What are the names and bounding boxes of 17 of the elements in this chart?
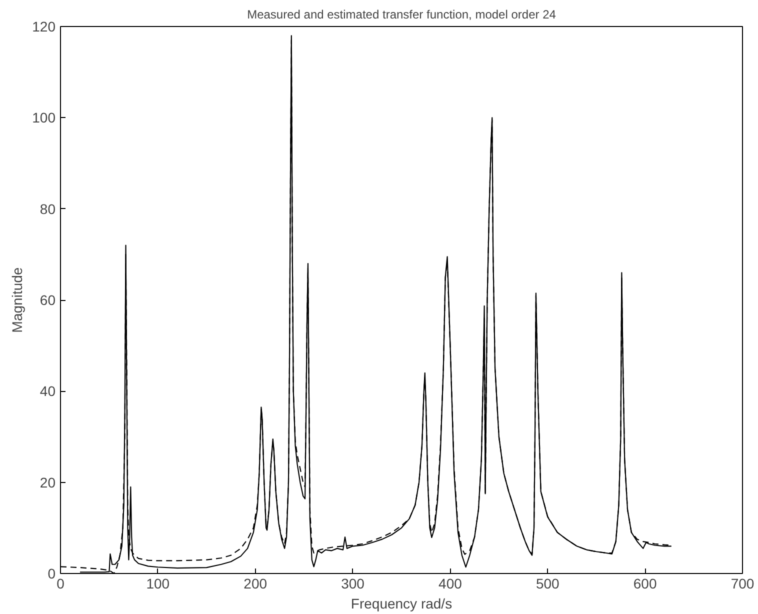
x-tick-label: 200 (244, 576, 268, 592)
x-tick-label: 600 (633, 576, 657, 592)
x-tick-label: 400 (438, 576, 462, 592)
y-tick-label: 60 (40, 292, 56, 308)
y-tick-label: 80 (40, 200, 56, 217)
y-tick-label: 0 (48, 566, 56, 582)
x-tick-label: 100 (146, 576, 170, 592)
y-axis-title: Magnitude (9, 267, 26, 333)
x-tick-label: 300 (341, 576, 365, 592)
chart-title: Measured and estimated transfer function, model order 24 (247, 8, 556, 22)
x-tick-label: 700 (730, 576, 754, 592)
y-tick-label: 40 (40, 383, 56, 400)
x-axis-title: Frequency rad/s (350, 596, 452, 612)
y-tick-label: 120 (32, 18, 56, 34)
y-tick-label: 100 (32, 110, 56, 126)
x-tick-label: 500 (536, 576, 560, 592)
y-tick-label: 20 (40, 474, 56, 490)
